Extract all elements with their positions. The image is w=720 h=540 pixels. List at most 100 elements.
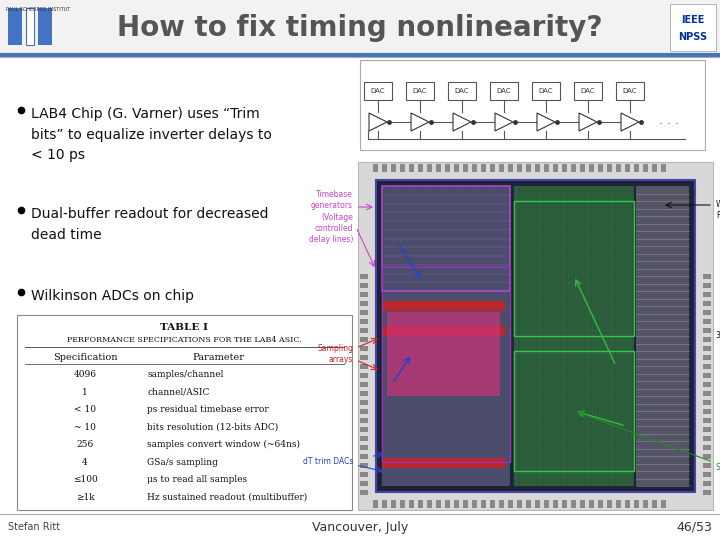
Text: PERFORMANCE SPECIFICATIONS FOR THE LAB4 ASIC.: PERFORMANCE SPECIFICATIONS FOR THE LAB4 … bbox=[67, 336, 302, 344]
Bar bbox=[472, 164, 477, 172]
Text: DAC: DAC bbox=[413, 88, 427, 94]
Text: Specification: Specification bbox=[53, 353, 117, 361]
Bar bbox=[418, 164, 423, 172]
Text: How to fix timing nonlinearity?: How to fix timing nonlinearity? bbox=[117, 14, 603, 42]
Bar bbox=[517, 500, 522, 508]
Bar bbox=[454, 500, 459, 508]
Bar bbox=[418, 500, 423, 508]
Bar bbox=[526, 500, 531, 508]
Bar bbox=[535, 164, 540, 172]
Bar bbox=[17, 315, 352, 510]
Bar bbox=[360, 373, 368, 378]
Bar bbox=[703, 373, 711, 378]
Bar bbox=[472, 500, 477, 508]
Text: ~ 10: ~ 10 bbox=[74, 423, 96, 432]
Text: channel/ASIC: channel/ASIC bbox=[147, 388, 210, 397]
Bar bbox=[636, 186, 689, 486]
Text: TABLE I: TABLE I bbox=[161, 322, 209, 332]
Bar bbox=[580, 500, 585, 508]
Bar bbox=[463, 500, 468, 508]
Text: PAUL SCHERRER INSTITUT: PAUL SCHERRER INSTITUT bbox=[6, 7, 70, 12]
Text: Parameter: Parameter bbox=[192, 353, 244, 361]
Bar bbox=[703, 328, 711, 333]
Text: Stefan Ritt: Stefan Ritt bbox=[8, 522, 60, 532]
Bar bbox=[360, 346, 368, 351]
Text: LAB4 Chip (G. Varner) uses “Trim
bits” to equalize inverter delays to
< 10 ps: LAB4 Chip (G. Varner) uses “Trim bits” t… bbox=[31, 107, 272, 162]
Text: Hz sustained readout (multibuffer): Hz sustained readout (multibuffer) bbox=[147, 493, 307, 502]
Bar bbox=[391, 500, 396, 508]
Text: DAC: DAC bbox=[371, 88, 385, 94]
Bar bbox=[445, 164, 450, 172]
Bar bbox=[360, 328, 368, 333]
Bar bbox=[360, 60, 705, 150]
Text: Timebase
generators
(Voltage
controlled
delay lines): Timebase generators (Voltage controlled … bbox=[309, 190, 353, 244]
Bar bbox=[532, 82, 560, 100]
Bar bbox=[661, 500, 666, 508]
Bar bbox=[382, 186, 510, 291]
Bar bbox=[625, 164, 630, 172]
Bar bbox=[360, 364, 368, 369]
Bar bbox=[703, 463, 711, 468]
Bar bbox=[661, 164, 666, 172]
Bar bbox=[553, 164, 558, 172]
Bar bbox=[490, 164, 495, 172]
Text: 1: 1 bbox=[82, 388, 88, 397]
Bar bbox=[360, 292, 368, 297]
Polygon shape bbox=[453, 113, 471, 131]
Bar bbox=[703, 445, 711, 450]
Bar bbox=[607, 164, 612, 172]
Text: samples/channel: samples/channel bbox=[147, 370, 223, 379]
Bar bbox=[703, 364, 711, 369]
Bar bbox=[703, 292, 711, 297]
Text: DAC: DAC bbox=[623, 88, 637, 94]
Text: Wilkinson
Registers: Wilkinson Registers bbox=[716, 200, 720, 220]
Bar bbox=[703, 490, 711, 495]
Bar bbox=[508, 500, 513, 508]
Bar bbox=[8, 8, 22, 45]
Bar bbox=[616, 500, 621, 508]
Bar bbox=[360, 382, 368, 387]
Bar bbox=[544, 500, 549, 508]
Bar bbox=[463, 164, 468, 172]
Bar bbox=[616, 164, 621, 172]
Text: Sampling
arrays: Sampling arrays bbox=[317, 344, 353, 364]
Bar bbox=[382, 267, 510, 462]
Bar bbox=[514, 186, 634, 486]
Text: 4096: 4096 bbox=[73, 370, 96, 379]
Text: IEEE: IEEE bbox=[681, 16, 705, 25]
Bar bbox=[445, 500, 450, 508]
Text: Wilkinson ADCs on chip: Wilkinson ADCs on chip bbox=[31, 289, 194, 303]
Bar bbox=[508, 164, 513, 172]
Bar bbox=[514, 351, 634, 471]
Bar bbox=[703, 355, 711, 360]
Bar bbox=[514, 201, 634, 336]
Bar bbox=[409, 500, 414, 508]
Bar bbox=[589, 164, 594, 172]
Bar bbox=[360, 454, 368, 459]
Bar bbox=[607, 500, 612, 508]
Bar bbox=[406, 82, 434, 100]
Bar bbox=[703, 274, 711, 279]
Text: GSa/s sampling: GSa/s sampling bbox=[147, 458, 218, 467]
Bar bbox=[387, 312, 500, 396]
Bar bbox=[382, 500, 387, 508]
Bar bbox=[580, 164, 585, 172]
Bar bbox=[703, 409, 711, 414]
Bar bbox=[703, 400, 711, 405]
Bar bbox=[703, 454, 711, 459]
Bar bbox=[373, 164, 378, 172]
Bar bbox=[535, 500, 540, 508]
Bar bbox=[360, 391, 368, 396]
Text: DAC: DAC bbox=[539, 88, 553, 94]
Bar bbox=[454, 164, 459, 172]
Bar bbox=[562, 500, 567, 508]
Bar bbox=[400, 164, 405, 172]
Text: NPSS: NPSS bbox=[678, 32, 708, 42]
Bar bbox=[571, 164, 576, 172]
Bar bbox=[598, 500, 603, 508]
Text: Storage Arrays: Storage Arrays bbox=[716, 462, 720, 471]
Text: Dual-buffer readout for decreased
dead time: Dual-buffer readout for decreased dead t… bbox=[31, 207, 269, 241]
Text: ≥1k: ≥1k bbox=[76, 493, 94, 502]
Bar bbox=[517, 164, 522, 172]
Bar bbox=[703, 472, 711, 477]
